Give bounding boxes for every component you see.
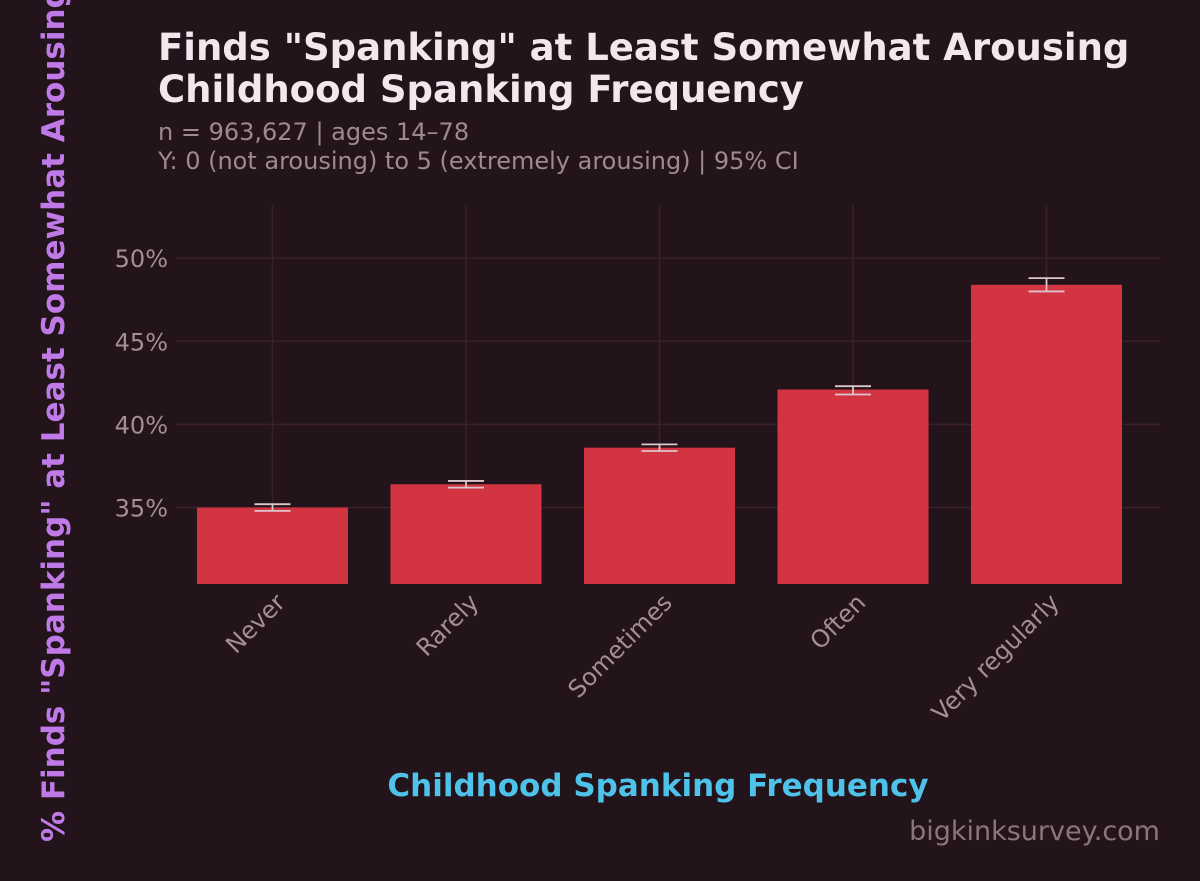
x-tick-label-sometimes: Sometimes: [563, 588, 678, 703]
x-tick-label-rarely: Rarely: [411, 588, 484, 661]
chart-title-line-1: Finds "Spanking" at Least Somewhat Arous…: [158, 26, 1130, 69]
bar-never: [197, 507, 348, 584]
x-tick-label-very-regularly: Very regularly: [926, 588, 1064, 726]
x-tick-label-often: Often: [805, 588, 872, 655]
error-bar-4: [1028, 277, 1065, 293]
chart-title-line-2: Childhood Spanking Frequency: [158, 68, 804, 111]
bar-sometimes: [584, 447, 735, 584]
y-tick-label-2: 45%: [115, 328, 168, 356]
chart-subtitle-line-1: n = 963,627 | ages 14–78: [158, 118, 470, 146]
y-tick-label-1: 40%: [115, 411, 168, 439]
error-bars: [254, 277, 1065, 512]
bar-often: [777, 389, 929, 584]
x-tick-label-never: Never: [220, 588, 290, 658]
y-tick-label-3: 50%: [115, 245, 168, 273]
chart-subtitle-line-2: Y: 0 (not arousing) to 5 (extremely arou…: [158, 147, 799, 175]
y-axis-label: % Finds "Spanking" at Least Somewhat Aro…: [36, 0, 72, 842]
x-axis-ticks: Never Rarely Sometimes Often Very regularly: [220, 588, 1064, 726]
bar-very-regularly: [971, 284, 1122, 584]
y-tick-label-0: 35%: [115, 495, 168, 523]
y-axis-ticks: 35% 40% 45% 50%: [115, 245, 168, 522]
error-bar-3: [835, 385, 871, 396]
bar-rarely: [390, 484, 542, 584]
error-bar-2: [641, 443, 678, 452]
x-axis-label: Childhood Spanking Frequency: [387, 768, 928, 804]
watermark: bigkinksurvey.com: [909, 816, 1160, 847]
bars: [197, 284, 1122, 584]
error-bar-0: [254, 503, 291, 512]
error-bar-1: [448, 480, 484, 489]
